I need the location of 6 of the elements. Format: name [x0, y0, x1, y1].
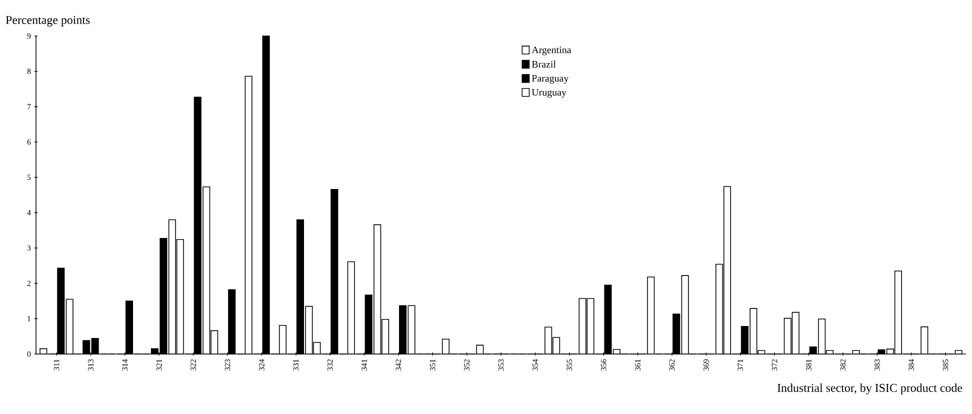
legend-label: Argentina	[532, 46, 572, 56]
legend-label: Uruguay	[532, 88, 566, 98]
x-axis-title: Industrial sector, by ISIC product code	[777, 384, 962, 394]
legend-label: Brazil	[532, 60, 556, 68]
y-axis-title: Percentage points	[6, 16, 90, 26]
legend-label: Paraguay	[532, 75, 569, 84]
